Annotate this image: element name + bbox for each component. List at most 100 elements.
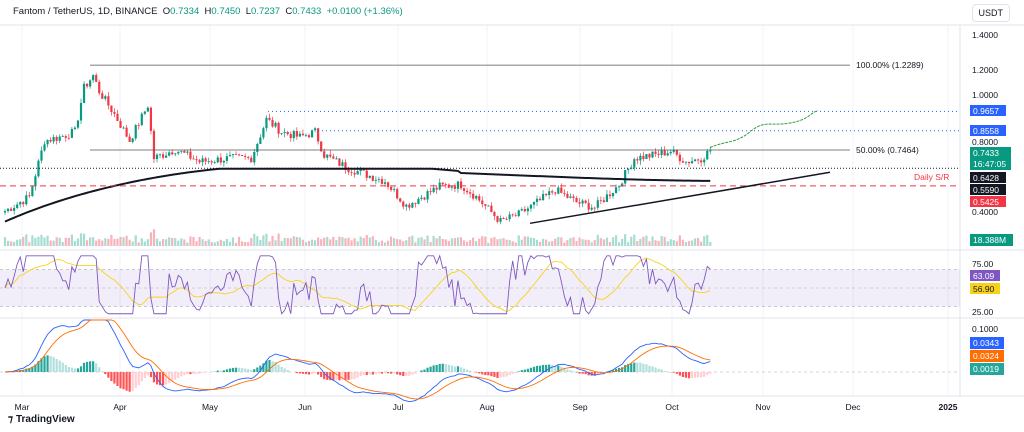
candle <box>545 194 548 196</box>
candle <box>393 189 396 190</box>
macd-histogram-bar <box>441 363 444 372</box>
candle <box>9 208 13 211</box>
candle <box>76 120 80 128</box>
volume-bar <box>645 235 648 246</box>
macd-histogram-bar <box>678 372 681 376</box>
candle <box>146 107 149 112</box>
volume-bar <box>82 233 86 246</box>
volume-bar <box>578 237 581 246</box>
volume-bar <box>548 241 551 246</box>
volume-bar <box>356 241 359 246</box>
macd-histogram-bar <box>624 365 627 372</box>
volume-bar <box>347 237 350 246</box>
candle <box>262 128 265 138</box>
macd-histogram-bar <box>104 372 107 375</box>
volume-bar <box>180 238 183 246</box>
volume-bar <box>575 240 578 246</box>
macd-histogram-bar <box>313 372 317 373</box>
volume-bar <box>271 235 274 246</box>
price-tag-value: 0.9657 <box>973 106 999 116</box>
volume-bar <box>110 234 113 246</box>
macd-histogram-bar <box>192 372 195 375</box>
candle <box>168 152 171 156</box>
macd-histogram-bar <box>508 372 511 376</box>
candle <box>505 218 508 220</box>
macd-histogram-bar <box>490 372 493 377</box>
macd-histogram-bar <box>389 372 393 374</box>
candle <box>456 181 460 189</box>
candle <box>304 135 308 137</box>
macd-histogram-bar <box>368 372 371 375</box>
candle <box>681 161 685 163</box>
volume-bar <box>119 236 122 246</box>
candle <box>481 200 484 205</box>
candle <box>43 144 46 151</box>
candle <box>608 194 612 197</box>
macd-histogram-bar <box>447 364 450 372</box>
macd-histogram-bar <box>186 372 189 375</box>
candle <box>532 201 536 205</box>
volume-bar <box>61 242 64 246</box>
volume-bar <box>538 241 542 246</box>
macd-histogram-bar <box>119 372 122 389</box>
candle <box>399 198 402 202</box>
macd-histogram-bar <box>55 359 58 372</box>
macd-histogram-bar <box>116 372 119 387</box>
volume-bar <box>283 238 286 246</box>
macd-histogram-bar <box>545 364 548 372</box>
volume-bar <box>551 241 554 246</box>
macd-histogram-bar <box>396 372 399 375</box>
macd-histogram-bar <box>107 372 110 378</box>
candle <box>541 194 545 201</box>
macd-histogram-bar <box>335 372 338 380</box>
candle <box>423 197 426 200</box>
time-tick: 2025 <box>939 402 958 412</box>
candle <box>280 133 283 134</box>
volume-bar <box>332 236 335 246</box>
rsi-tick: 25.00 <box>972 307 994 317</box>
candle <box>475 196 478 199</box>
volume-bar <box>453 238 457 246</box>
candle <box>6 208 10 212</box>
volume-bar <box>678 235 681 246</box>
candle <box>645 154 648 160</box>
currency-button[interactable]: USDT <box>971 4 1010 22</box>
tradingview-logo[interactable]: ⁊ TradingView <box>8 414 75 425</box>
macd-histogram-bar <box>125 372 128 391</box>
volume-bar <box>207 239 210 246</box>
volume-bar <box>37 236 40 246</box>
macd-histogram-bar <box>143 372 146 379</box>
volume-bar <box>13 241 16 246</box>
macd-histogram-bar <box>514 372 517 374</box>
candle <box>447 184 450 188</box>
volume-bar <box>447 241 450 246</box>
candle <box>323 151 326 158</box>
volume-bar <box>642 236 645 246</box>
volume-bar <box>286 238 289 246</box>
candle <box>274 122 277 127</box>
macd-histogram-bar <box>587 372 590 376</box>
volume-bar <box>709 241 712 246</box>
candle <box>551 191 554 193</box>
candle <box>651 151 654 158</box>
candle <box>380 179 384 184</box>
macd-histogram-bar <box>152 372 156 383</box>
volume-bar <box>405 240 408 246</box>
projection-path <box>709 110 819 149</box>
candle <box>566 193 569 198</box>
time-tick: Jul <box>393 402 404 412</box>
candle <box>666 153 669 156</box>
macd-histogram-bar <box>432 365 435 372</box>
volume-bar <box>177 240 180 246</box>
candle <box>420 197 423 199</box>
macd-histogram-bar <box>420 370 423 372</box>
volume-bar <box>469 240 472 246</box>
volume-bar <box>624 234 627 246</box>
high-label: H <box>204 6 212 17</box>
candle <box>450 186 453 188</box>
candle <box>152 130 156 160</box>
macd-histogram-bar <box>627 363 630 372</box>
candle <box>417 198 420 204</box>
symbol-header: Fantom / TetherUS, 1D, BINANCE O0.7334 H… <box>13 6 403 17</box>
